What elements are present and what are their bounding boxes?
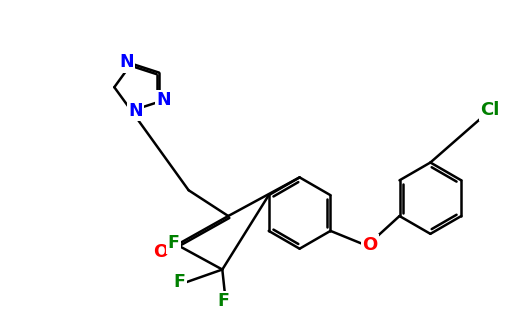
Text: F: F <box>174 273 186 291</box>
Text: F: F <box>168 234 180 252</box>
Text: O: O <box>362 236 377 254</box>
Text: O: O <box>153 243 168 261</box>
Text: N: N <box>119 53 134 71</box>
Text: N: N <box>128 102 143 120</box>
Text: Cl: Cl <box>480 101 500 119</box>
Text: F: F <box>218 292 230 310</box>
Text: N: N <box>157 91 172 109</box>
